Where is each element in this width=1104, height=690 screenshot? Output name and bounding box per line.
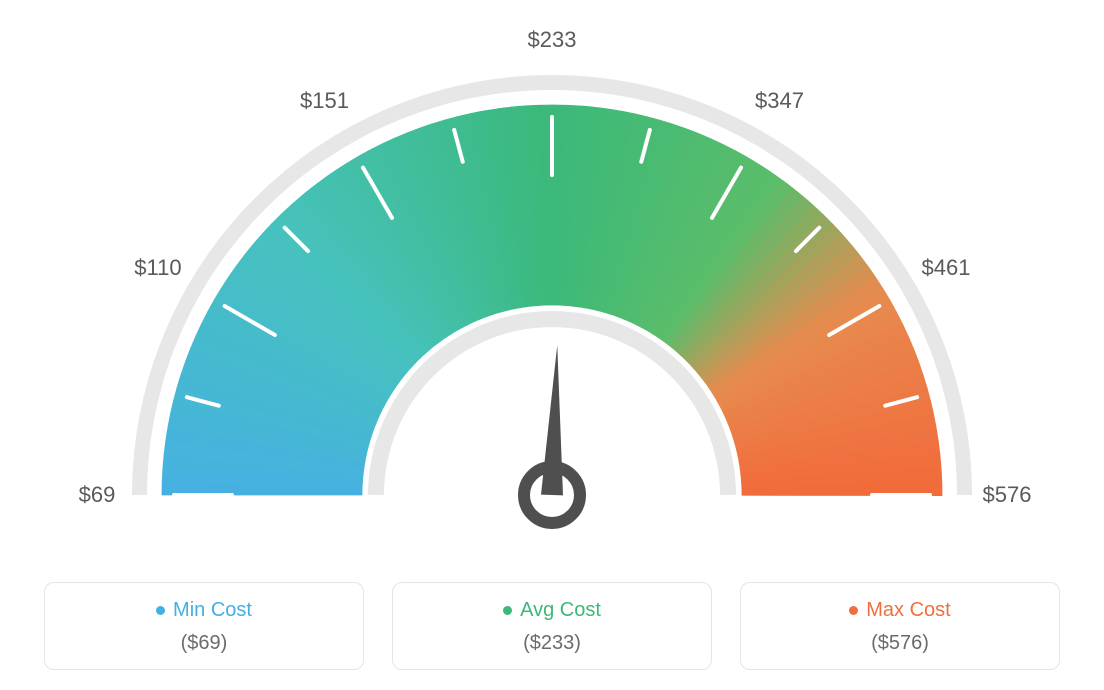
gauge-tick-label: $110	[134, 255, 181, 281]
legend-card-max: Max Cost ($576)	[740, 582, 1060, 670]
legend: Min Cost ($69) Avg Cost ($233) Max Cost …	[0, 582, 1104, 670]
gauge-tick-label: $461	[922, 255, 971, 281]
legend-min-value: ($69)	[55, 632, 353, 655]
legend-min-label: Min Cost	[173, 599, 252, 622]
legend-max-label: Max Cost	[866, 599, 950, 622]
gauge-tick-label: $347	[755, 88, 804, 114]
legend-max-title: Max Cost	[849, 599, 950, 622]
legend-card-min: Min Cost ($69)	[44, 582, 364, 670]
legend-avg-title: Avg Cost	[503, 599, 601, 622]
legend-max-value: ($576)	[751, 632, 1049, 655]
legend-avg-label: Avg Cost	[520, 599, 601, 622]
gauge-tick-label: $69	[79, 482, 116, 508]
gauge-tick-label: $233	[528, 27, 577, 53]
gauge-area: $69 $110 $151 $233 $347 $461 $576	[0, 0, 1104, 560]
legend-card-avg: Avg Cost ($233)	[392, 582, 712, 670]
gauge-tick-label: $151	[300, 88, 349, 114]
gauge-tick-label: $576	[983, 482, 1032, 508]
legend-min-title: Min Cost	[156, 599, 252, 622]
legend-avg-value: ($233)	[403, 632, 701, 655]
cost-gauge-chart: $69 $110 $151 $233 $347 $461 $576 Min Cost ($6…	[0, 0, 1104, 690]
